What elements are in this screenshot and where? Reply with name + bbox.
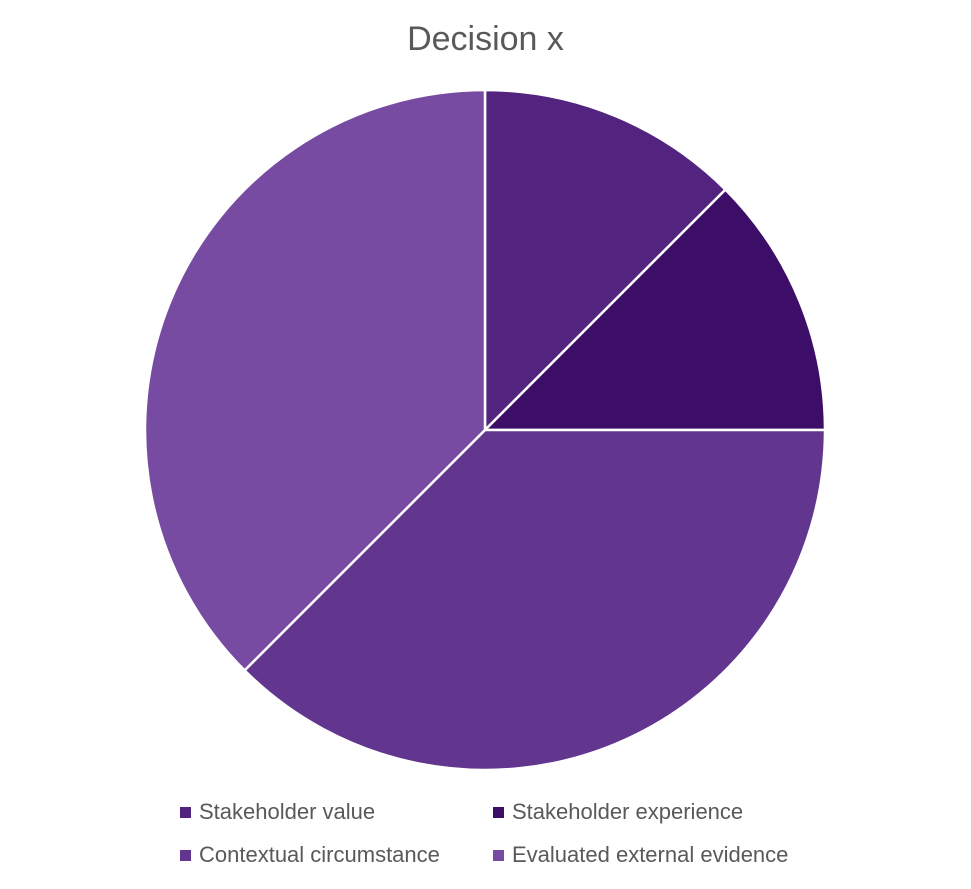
legend-item-stakeholder-experience: Stakeholder experience bbox=[493, 799, 820, 824]
legend-swatch bbox=[493, 806, 504, 818]
pie-slice-stakeholder-experience bbox=[483, 188, 827, 432]
pie-slices bbox=[143, 88, 827, 772]
pie-slice-stakeholder-value bbox=[483, 88, 727, 432]
pie-slice-evaluated-external-evidence bbox=[143, 88, 487, 672]
legend-swatch bbox=[180, 849, 191, 861]
legend: Stakeholder value Stakeholder experience… bbox=[180, 799, 820, 867]
chart-title: Decision x bbox=[407, 20, 564, 58]
legend-label: Stakeholder experience bbox=[512, 799, 744, 824]
legend-label: Stakeholder value bbox=[199, 799, 376, 824]
legend-swatch bbox=[180, 806, 191, 818]
legend-label: Contextual circumstance bbox=[199, 842, 440, 867]
legend-item-evaluated-external-evidence: Evaluated external evidence bbox=[493, 842, 820, 867]
legend-item-stakeholder-value: Stakeholder value bbox=[180, 799, 493, 824]
legend-label: Evaluated external evidence bbox=[512, 842, 789, 867]
legend-item-contextual-circumstance: Contextual circumstance bbox=[180, 842, 493, 867]
pie-slice-contextual-circumstance bbox=[243, 428, 827, 772]
legend-swatch bbox=[493, 849, 504, 861]
